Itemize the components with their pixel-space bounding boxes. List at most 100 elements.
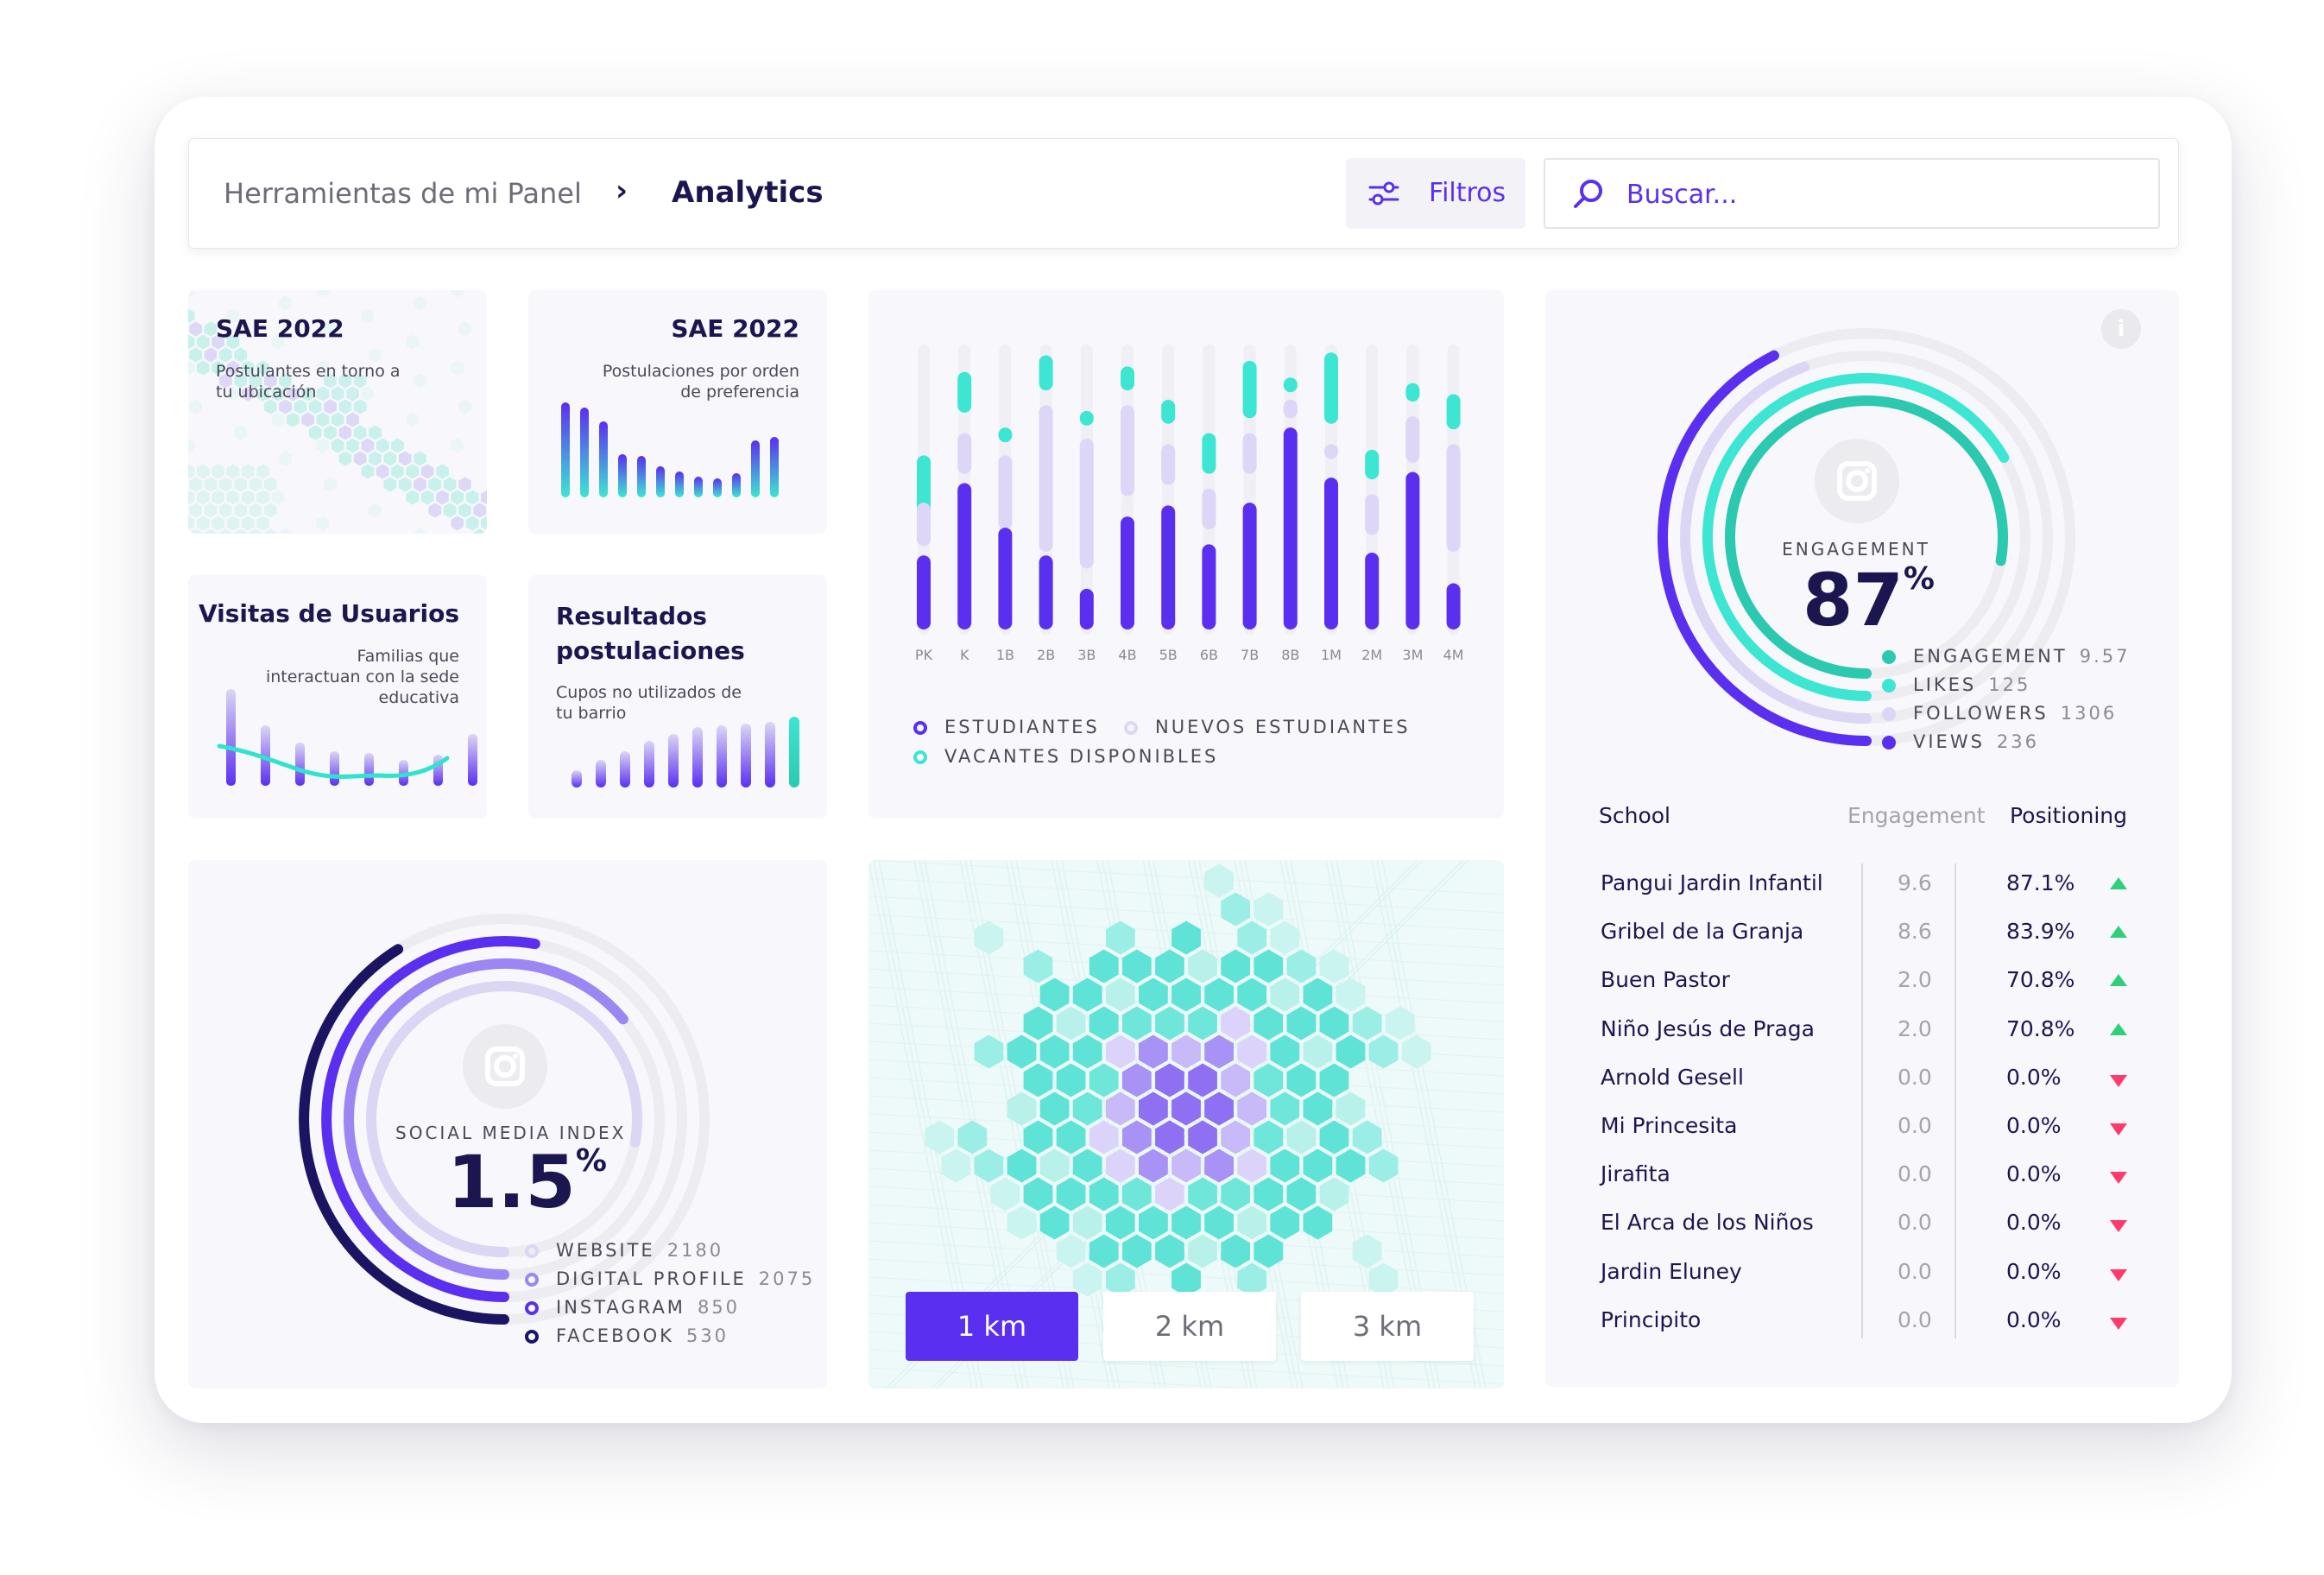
- mini-bar: [580, 408, 589, 497]
- km-button-3[interactable]: 3 km: [1301, 1292, 1474, 1361]
- card-subtitle: Postulantes en torno a tu ubicación: [216, 362, 401, 402]
- triangle-down-icon: [2110, 1172, 2127, 1185]
- heatmap-cell: [1171, 1091, 1201, 1126]
- legend-dot: [1882, 707, 1896, 721]
- hex-cell: [331, 386, 344, 402]
- hex-cell: [324, 477, 337, 492]
- heatmap-cell: [1368, 1034, 1399, 1069]
- heatmap-cell: [1237, 1205, 1267, 1240]
- school-name: Mi Princesita: [1601, 1113, 1738, 1138]
- heatmap-cell: [1270, 1091, 1300, 1126]
- heatmap-cell: [1056, 1120, 1086, 1154]
- search-input[interactable]: [1626, 175, 2110, 213]
- table-row[interactable]: Arnold Gesell 0.0 0.0%: [1601, 1065, 2136, 1113]
- school-name: Jardin Eluney: [1601, 1258, 1742, 1284]
- map-street: [868, 1113, 1504, 1149]
- hex-cell: [188, 290, 195, 298]
- hex-cell: [218, 503, 232, 518]
- hex-cell: [451, 360, 464, 376]
- ring-arc: [321, 936, 540, 1302]
- hex-cell: [241, 386, 255, 402]
- visitas-card[interactable]: Visitas de Usuarios Familias que interac…: [188, 575, 487, 819]
- resultados-card[interactable]: Resultados postulaciones Cupos no utiliz…: [528, 575, 827, 819]
- sae-map-card[interactable]: SAE 2022 Postulantes en torno a tu ubica…: [188, 290, 487, 534]
- table-row[interactable]: Jirafita 0.0 0.0%: [1601, 1161, 2136, 1210]
- visit-bar: [364, 753, 374, 786]
- legend-item: WEBSITE 2180: [525, 1240, 723, 1261]
- x-tick-label: 8B: [1281, 647, 1299, 663]
- hex-cell: [256, 360, 269, 376]
- x-tick-label: 4M: [1443, 647, 1464, 663]
- km-button-1[interactable]: 1 km: [906, 1292, 1078, 1361]
- hex-cell: [212, 490, 224, 505]
- heatmap-cell: [1056, 1177, 1086, 1211]
- hex-cell: [301, 412, 314, 427]
- mini-bar-chart: [561, 402, 779, 497]
- table-row[interactable]: Jardin Eluney 0.0 0.0%: [1601, 1259, 2136, 1307]
- heatmap-cell: [1319, 1177, 1349, 1211]
- heatmap-cell: [1155, 1234, 1184, 1268]
- table-row[interactable]: El Arca de los Niños 0.0 0.0%: [1601, 1210, 2136, 1258]
- heatmap-cell: [1171, 977, 1201, 1012]
- heatmap-cell: [1122, 1120, 1152, 1154]
- hex-cell: [226, 464, 240, 479]
- hex-cell: [451, 516, 464, 531]
- social-media-card: SOCIAL MEDIA INDEX 1.5% WEBSITE 2180 DIGIT…: [188, 860, 827, 1388]
- heatmap-cell: [1254, 1177, 1284, 1211]
- table-row[interactable]: Principito 0.0 0.0%: [1601, 1307, 2136, 1356]
- hex-cell: [279, 295, 292, 311]
- heatmap-cell: [1221, 892, 1250, 927]
- table-row[interactable]: Gribel de la Granja 8.6 83.9%: [1601, 919, 2136, 967]
- sae-preference-card[interactable]: SAE 2022 Postulaciones por orden de pref…: [528, 290, 827, 534]
- hex-cell: [383, 477, 397, 492]
- school-name: Principito: [1601, 1306, 1702, 1332]
- hex-cell: [263, 373, 277, 389]
- hex-cell: [428, 503, 442, 518]
- heatmap-cell: [1089, 1234, 1119, 1268]
- hex-cell: [301, 386, 314, 402]
- heatmap-cell: [941, 1148, 971, 1183]
- heatmap-cell: [1105, 1205, 1135, 1240]
- heatmap-cell: [1089, 1006, 1119, 1041]
- table-row[interactable]: Buen Pastor 2.0 70.8%: [1601, 967, 2136, 1015]
- hex-cell: [451, 490, 464, 505]
- hex-cell: [406, 334, 420, 350]
- breadcrumb-root[interactable]: Herramientas de mi Panel: [224, 177, 582, 210]
- table-row[interactable]: Pangui Jardin Infantil 9.6 87.1%: [1601, 870, 2136, 919]
- top-bar: Herramientas de mi Panel › Analytics Fil…: [188, 138, 2179, 249]
- heatmap-cell: [1368, 1262, 1399, 1297]
- hex-cell: [361, 464, 375, 479]
- heatmap-cell: [1286, 1177, 1317, 1211]
- map-street: [868, 860, 1504, 895]
- info-icon[interactable]: i: [2101, 309, 2141, 349]
- legend-item: ENGAGEMENT 9.57: [1882, 646, 2130, 667]
- x-tick-label: PK: [915, 647, 933, 663]
- positioning-value: 0.0%: [2006, 1258, 2062, 1284]
- col-header-positioning[interactable]: Positioning: [2010, 803, 2127, 828]
- hex-cell: [271, 386, 285, 402]
- hex-cell: [279, 373, 292, 389]
- table-row[interactable]: Mi Princesita 0.0 0.0%: [1601, 1113, 2136, 1161]
- students-bar-chart-card: PK K 1B 2B 3B 4B 5B 6B 7B 8B 1M 2M 3M 4M ESTUDIANTES …: [868, 290, 1504, 819]
- filters-button[interactable]: Filtros: [1346, 158, 1525, 229]
- col-header-school[interactable]: School: [1599, 803, 1670, 828]
- hex-cell: [406, 412, 420, 427]
- col-header-engagement[interactable]: Engagement: [1847, 803, 1986, 828]
- heatmap-cell: [1188, 1120, 1217, 1154]
- hex-heatmap[interactable]: [868, 860, 1504, 1388]
- hex-cell: [420, 464, 434, 479]
- students-bar-chart: PK K 1B 2B 3B 4B 5B 6B 7B 8B 1M 2M 3M 4M: [915, 345, 1464, 663]
- heatmap-cell: [1105, 1262, 1135, 1297]
- heatmap-cell: [1039, 1148, 1070, 1183]
- heatmap-cell: [1352, 1120, 1382, 1154]
- hex-cell: [346, 386, 359, 402]
- search-box[interactable]: [1544, 158, 2160, 229]
- heatmap-cell: [1089, 1063, 1119, 1097]
- hex-cell: [338, 399, 352, 414]
- heatmap-cell: [1056, 1063, 1086, 1097]
- table-row[interactable]: Niño Jesús de Praga 2.0 70.8%: [1601, 1016, 2136, 1065]
- school-name: Pangui Jardin Infantil: [1601, 870, 1823, 895]
- heatmap-cell: [1007, 1148, 1037, 1183]
- km-button-2[interactable]: 2 km: [1103, 1292, 1276, 1361]
- hex-cell: [473, 528, 487, 534]
